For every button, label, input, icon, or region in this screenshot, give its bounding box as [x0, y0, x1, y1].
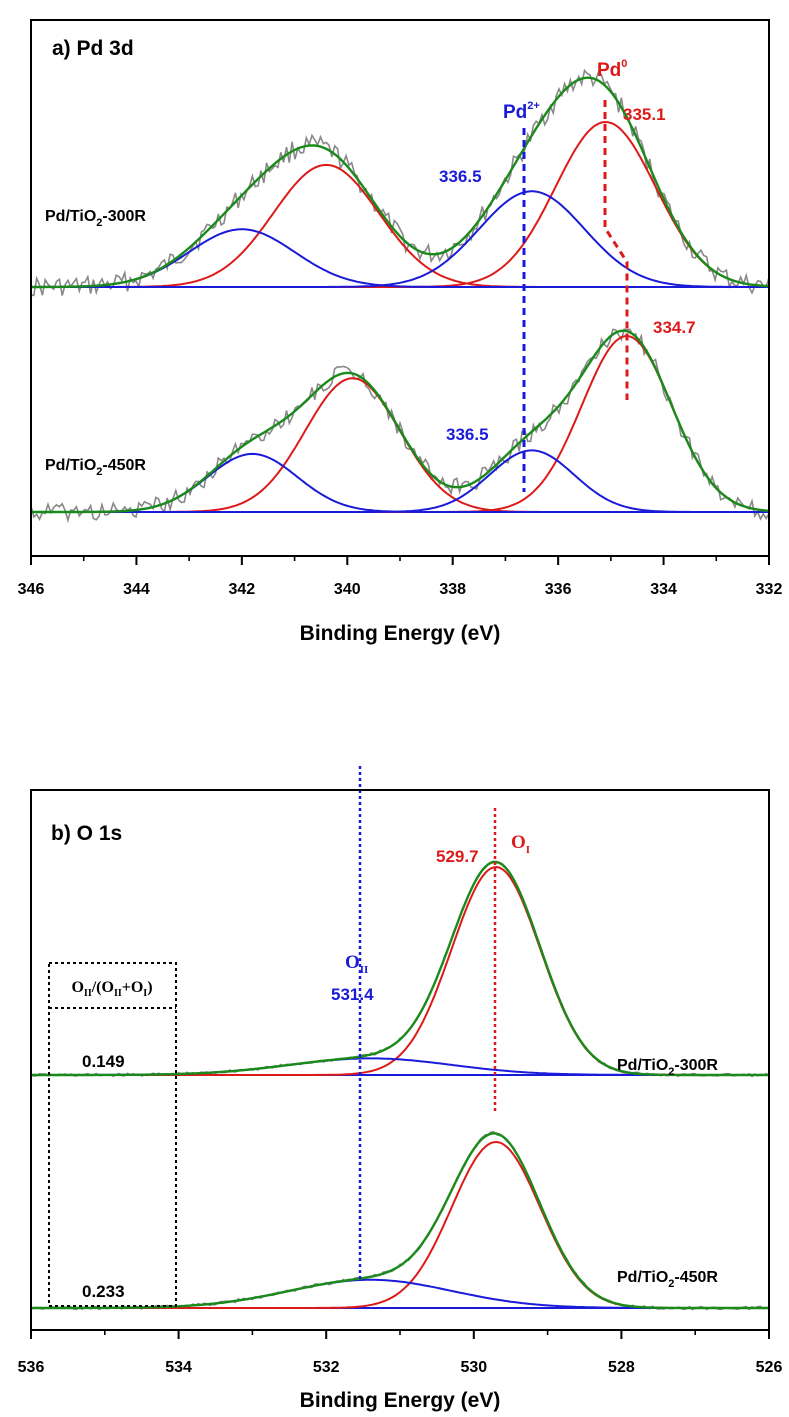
- panel-a-label: a) Pd 3d: [52, 37, 134, 60]
- ratio-box-header: OII/(OII+OI): [71, 979, 152, 999]
- ratio-300r: 0.149: [82, 1052, 125, 1071]
- x-tick-label-528: 528: [608, 1359, 635, 1376]
- envelope-fit-1: [31, 329, 770, 514]
- panel-a-x-axis-title: Binding Energy (eV): [300, 622, 501, 645]
- x-tick-label-342: 342: [229, 581, 256, 598]
- panel-b-curves: [30, 860, 770, 1311]
- pd0-label: Pd0: [597, 58, 627, 81]
- pd2-label: Pd2+: [503, 100, 540, 123]
- component-Pd0-0-0: [31, 120, 770, 288]
- envelope-fit-1: [31, 1132, 769, 1310]
- component-Pd0-1-1: [31, 377, 769, 513]
- x-tick-label-530: 530: [460, 1359, 487, 1376]
- raw-spectrum-1: [30, 328, 770, 524]
- raw-spectrum-0: [30, 68, 770, 297]
- component-OI-0-0: [31, 865, 769, 1076]
- oi-label: OI: [511, 832, 530, 856]
- sample-300r-label-b: Pd/TiO2-300R: [617, 1057, 718, 1078]
- oii-label: OII: [345, 952, 368, 976]
- peak-oii-label: 531.4: [331, 985, 374, 1004]
- x-tick-label-332: 332: [756, 581, 783, 598]
- x-tick-label-344: 344: [123, 581, 150, 598]
- component-Pd2+-0-2: [31, 190, 769, 288]
- panel-a-pd3d: a) Pd 3d Pd2+ Pd0 335.1 336.5 334.7 336.…: [18, 19, 783, 645]
- envelope-fit-0: [31, 76, 770, 289]
- panel-b-x-axis: 536 534 532 530 528 526: [18, 1330, 783, 1376]
- peak-450-pd2-label: 336.5: [446, 425, 489, 444]
- x-tick-label-534: 534: [165, 1359, 192, 1376]
- x-tick-label-340: 340: [334, 581, 361, 598]
- x-tick-label-346: 346: [18, 581, 45, 598]
- peak-300-pd0-label: 335.1: [623, 105, 666, 124]
- x-tick-label-336: 336: [545, 581, 572, 598]
- component-Pd0-0-1: [31, 163, 769, 288]
- raw-spectrum-0: [30, 860, 770, 1078]
- panel-a-x-axis: 346 344 342 340 338 336 334 332: [18, 556, 783, 598]
- panel-b-o1s: OII/(OII+OI) 0.149 0.233 b) O 1s OI 529.…: [18, 766, 783, 1412]
- envelope-fit-0: [31, 860, 769, 1077]
- pd0-reference-line: [603, 100, 629, 400]
- ratio-450r: 0.233: [82, 1282, 125, 1301]
- x-tick-label-334: 334: [650, 581, 677, 598]
- x-tick-label-532: 532: [313, 1359, 340, 1376]
- panel-a-curves: [30, 68, 770, 524]
- panel-b-x-axis-title: Binding Energy (eV): [300, 1389, 501, 1412]
- peak-oi-label: 529.7: [436, 847, 479, 866]
- peak-450-pd0-label: 334.7: [653, 318, 696, 337]
- sample-450r-label-b: Pd/TiO2-450R: [617, 1269, 718, 1290]
- peak-300-pd2-label: 336.5: [439, 167, 482, 186]
- sample-300r-label-a: Pd/TiO2-300R: [45, 208, 146, 229]
- sample-450r-label-a: Pd/TiO2-450R: [45, 457, 146, 478]
- panel-b-label: b) O 1s: [51, 822, 122, 845]
- ratio-box: [48, 962, 177, 1307]
- x-tick-label-526: 526: [756, 1359, 783, 1376]
- x-tick-label-536: 536: [18, 1359, 45, 1376]
- x-tick-label-338: 338: [439, 581, 466, 598]
